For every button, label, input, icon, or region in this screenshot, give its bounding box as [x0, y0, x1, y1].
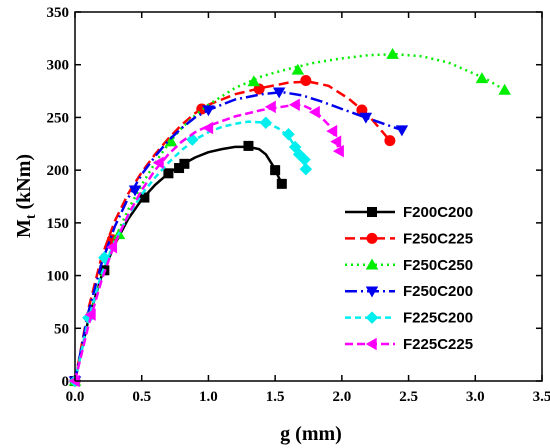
data-point — [272, 87, 286, 99]
legend-label: F225C225 — [403, 336, 473, 353]
y-axis-title-main: M — [13, 219, 35, 238]
data-point — [84, 308, 96, 321]
data-point — [326, 124, 338, 138]
data-point — [243, 140, 254, 151]
data-point — [202, 105, 215, 117]
legend-entry: F200C200 — [345, 204, 473, 221]
x-tick-label: 2.5 — [399, 389, 418, 405]
data-point — [179, 158, 190, 169]
data-point — [308, 105, 320, 119]
data-point — [359, 112, 373, 124]
x-tick-label: 1.0 — [199, 389, 218, 405]
y-axis-title-rest: (kNm) — [13, 154, 35, 215]
series-line — [73, 90, 403, 382]
x-tick-label: 3.0 — [466, 389, 485, 405]
ticks-layer: 0.0 0.5 1.0 1.5 2.0 2.5 3.0 3.5 0 50 100 150 200 250 3… — [47, 5, 550, 405]
data-point — [68, 374, 80, 388]
data-point — [128, 185, 142, 197]
data-point — [386, 47, 399, 59]
legend-label: F225C200 — [403, 310, 473, 327]
plot-frame — [74, 11, 543, 382]
legend-label: F200C200 — [403, 204, 473, 221]
data-point — [298, 153, 311, 166]
x-tick-label: 3.5 — [533, 389, 550, 405]
y-tick-label: 100 — [47, 269, 70, 285]
data-point — [163, 168, 174, 179]
data-point — [264, 100, 276, 114]
data-point — [174, 163, 185, 174]
legend-entry: F250C225 — [345, 230, 473, 247]
x-tick-label: 2.0 — [332, 389, 351, 405]
y-axis-title-sub: t — [24, 214, 39, 219]
data-point — [475, 72, 489, 84]
series-F225C225 — [68, 98, 344, 388]
data-point — [270, 165, 281, 176]
series-F250C200 — [68, 87, 409, 388]
data-point — [202, 121, 214, 135]
data-point — [384, 135, 396, 147]
data-point — [299, 162, 313, 176]
series-line — [73, 52, 506, 382]
legend-entry: F250C250 — [345, 257, 473, 274]
y-tick-label: 350 — [47, 5, 70, 21]
data-point — [247, 75, 261, 87]
data-point — [288, 98, 300, 112]
legend: F200C200 F250C225 F250C250 F250C200 F225C200… — [345, 204, 473, 353]
y-tick-label: 300 — [47, 58, 70, 74]
data-point — [366, 232, 378, 244]
y-tick-label: 50 — [54, 321, 69, 337]
data-point — [395, 125, 409, 137]
y-tick-label: 200 — [47, 163, 70, 179]
legend-label: F250C200 — [403, 283, 473, 300]
data-point — [139, 192, 150, 203]
data-point — [365, 311, 379, 324]
x-tick-label: 1.5 — [266, 389, 285, 405]
y-axis-title: Mt (kNm) — [13, 154, 39, 238]
data-point — [276, 178, 287, 189]
series-line — [73, 80, 391, 382]
data-point — [365, 286, 379, 298]
series-F250C250 — [68, 47, 511, 386]
legend-label: F250C225 — [403, 230, 473, 247]
data-point — [259, 116, 273, 129]
legend-entry: F225C200 — [345, 310, 473, 327]
x-tick-label: 0.5 — [132, 389, 151, 405]
data-point — [106, 240, 118, 254]
y-tick-label: 250 — [47, 110, 70, 126]
data-point — [365, 337, 377, 351]
data-point — [300, 75, 312, 87]
data-point — [330, 135, 342, 148]
data-point — [365, 258, 379, 270]
series-layer — [68, 47, 511, 388]
data-point — [186, 133, 199, 146]
legend-entry: F250C200 — [345, 283, 473, 300]
x-axis-title: g (mm) — [280, 423, 342, 445]
axes — [74, 11, 543, 382]
legend-entry: F225C225 — [345, 336, 473, 353]
data-point — [282, 128, 295, 141]
data-point — [332, 144, 344, 158]
y-tick-label: 0 — [62, 374, 70, 390]
legend-label: F250C250 — [403, 257, 473, 274]
x-tick-label: 0.0 — [66, 389, 85, 405]
y-tick-label: 150 — [47, 216, 70, 232]
data-point — [367, 207, 377, 217]
data-point — [164, 135, 178, 147]
data-point — [291, 63, 305, 75]
data-point — [152, 156, 164, 170]
data-point — [498, 83, 511, 95]
series-F250C225 — [69, 75, 396, 387]
